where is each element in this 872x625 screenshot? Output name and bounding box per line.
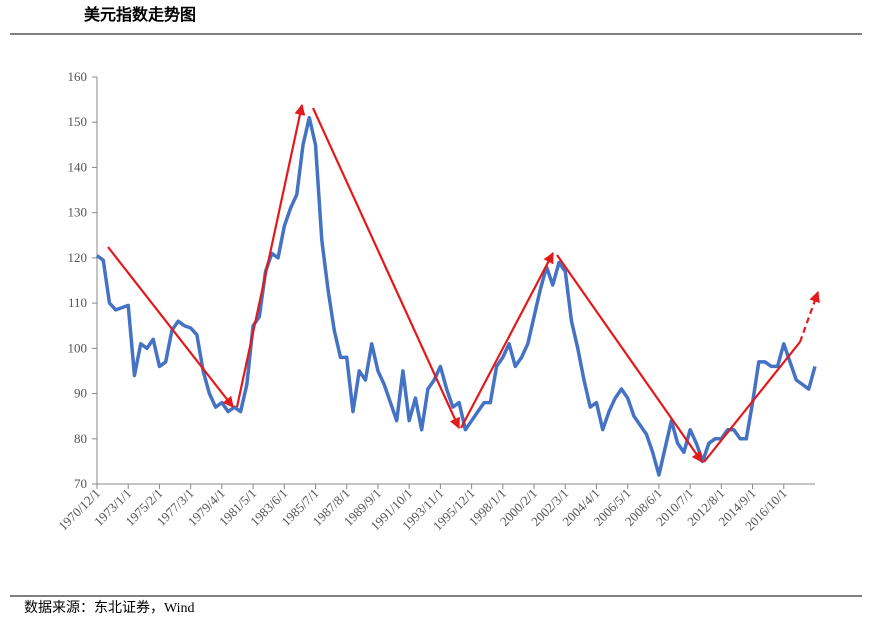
plot: 7080901001101201301401501601970/12/11973… xyxy=(55,69,815,533)
y-tick-label: 160 xyxy=(68,69,88,84)
y-tick-label: 70 xyxy=(74,476,87,491)
y-tick-label: 90 xyxy=(74,386,87,401)
arrow xyxy=(461,253,553,428)
arrow xyxy=(800,292,818,342)
y-tick-label: 130 xyxy=(68,205,88,220)
y-tick-label: 100 xyxy=(68,340,88,355)
x-tick-label: 1970/12/1 xyxy=(55,486,103,534)
arrow xyxy=(313,108,459,428)
y-tick-label: 150 xyxy=(68,114,88,129)
y-tick-label: 140 xyxy=(68,159,88,174)
arrow xyxy=(704,342,800,462)
y-tick-label: 80 xyxy=(74,431,87,446)
arrow xyxy=(237,105,302,407)
source: 数据来源：东北证券，Wind xyxy=(24,600,195,616)
y-tick-label: 120 xyxy=(68,250,88,265)
chart: 美元指数走势图 数据来源：东北证券，Wind 70 80 90 100 110 120 13… xyxy=(0,0,872,625)
chart-title: 美元指数走势图 xyxy=(84,5,196,24)
arrow xyxy=(108,247,233,407)
y-tick-label: 110 xyxy=(68,295,87,310)
